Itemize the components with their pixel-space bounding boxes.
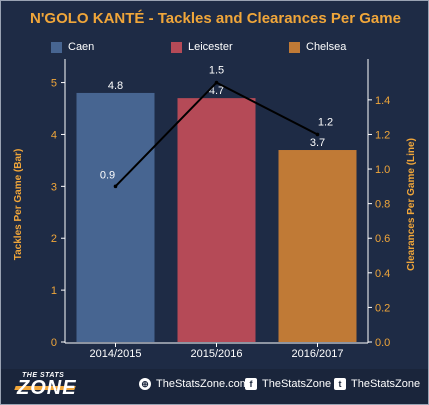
x-tick-label: 2014/2015 — [90, 348, 142, 360]
legend-label-leicester: Leicester — [188, 41, 233, 53]
bar-value-label: 4.8 — [108, 80, 123, 92]
bar-value-label: 4.7 — [209, 85, 224, 97]
website-link[interactable]: ⊕ TheStatsZone.com — [139, 378, 249, 390]
globe-icon: ⊕ — [139, 378, 151, 390]
chart-legend: Caen Leicester Chelsea — [1, 41, 428, 57]
twitter-label: TheStatsZone — [351, 378, 421, 390]
chart-plot: 0 1 2 3 4 5 0.0 0.2 0.4 0.6 0.8 1.0 1.2 1.4 2014/2015 2… — [13, 59, 417, 360]
website-label: TheStatsZone.com — [156, 378, 249, 390]
left-tick-label: 0 — [51, 337, 57, 349]
left-tick-label: 2 — [51, 233, 57, 245]
facebook-icon: f — [245, 378, 257, 390]
logo-small-text: THE STATS — [22, 372, 65, 379]
facebook-label: TheStatsZone — [262, 378, 332, 390]
legend-label-caen: Caen — [68, 41, 95, 53]
left-tick-label: 5 — [51, 78, 57, 90]
legend-swatch-leicester — [171, 41, 182, 53]
logo-big-text: ZONE — [17, 377, 77, 399]
left-axis-title: Tackles Per Game (Bar) — [13, 149, 24, 261]
clearances-point — [214, 80, 219, 85]
legend-swatch-chelsea — [289, 41, 300, 53]
chart-title: N'GOLO KANTÉ - Tackles and Clearances Pe… — [30, 10, 401, 27]
right-tick-label: 0.0 — [375, 337, 390, 349]
bar-value-label: 3.7 — [310, 137, 325, 149]
twitter-icon: t — [334, 378, 346, 390]
line-value-label: 1.5 — [209, 65, 224, 77]
x-tick-label: 2016/2017 — [292, 348, 344, 360]
line-value-label: 0.9 — [100, 169, 115, 181]
right-tick-label: 1.0 — [375, 164, 390, 176]
right-tick-label: 0.8 — [375, 199, 390, 211]
right-tick-label: 0.4 — [375, 268, 390, 280]
stats-zone-logo: THE STATS ZONE — [14, 371, 95, 401]
right-tick-label: 0.6 — [375, 233, 390, 245]
legend-item-leicester: Leicester — [171, 41, 233, 53]
legend-swatch-caen — [51, 41, 62, 53]
left-tick-label: 4 — [51, 129, 57, 141]
clearances-point — [315, 132, 320, 137]
line-value-label: 1.2 — [318, 116, 333, 128]
right-tick-label: 0.2 — [375, 302, 390, 314]
x-tick-label: 2015/2016 — [191, 348, 243, 360]
left-tick-label: 1 — [51, 285, 57, 297]
right-axis-title: Clearances Per Game (Line) — [406, 138, 417, 271]
footer-bar: THE STATS ZONE ⊕ TheStatsZone.com f TheS… — [1, 369, 428, 404]
bar-2016-2017 — [278, 150, 357, 342]
right-tick-label: 1.4 — [375, 95, 390, 107]
bar-2014-2015 — [76, 92, 155, 343]
left-tick-label: 3 — [51, 181, 57, 193]
legend-label-chelsea: Chelsea — [306, 41, 347, 53]
facebook-link[interactable]: f TheStatsZone — [245, 378, 331, 390]
legend-item-caen: Caen — [51, 41, 94, 53]
bar-2015-2016 — [177, 98, 256, 342]
legend-item-chelsea: Chelsea — [289, 41, 346, 53]
clearances-point — [113, 184, 118, 189]
twitter-link[interactable]: t TheStatsZone — [334, 378, 420, 390]
right-tick-label: 1.2 — [375, 129, 390, 141]
